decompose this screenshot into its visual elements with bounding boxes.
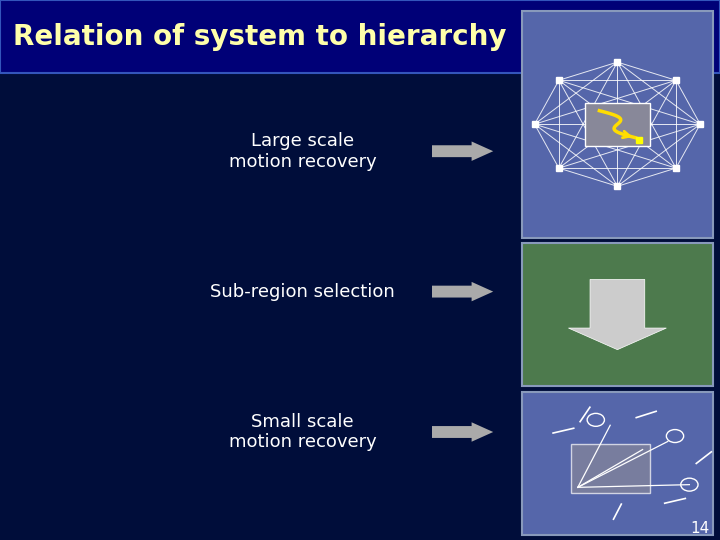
FancyBboxPatch shape [571,444,649,492]
Text: Large scale
motion recovery: Large scale motion recovery [228,132,377,171]
FancyBboxPatch shape [522,243,713,386]
FancyBboxPatch shape [522,11,713,238]
FancyBboxPatch shape [0,0,720,73]
FancyBboxPatch shape [522,392,713,535]
Text: Small scale
motion recovery: Small scale motion recovery [228,413,377,451]
FancyArrow shape [432,282,493,301]
Text: 14: 14 [690,521,709,536]
FancyArrow shape [432,141,493,161]
FancyBboxPatch shape [585,103,649,146]
Text: Sub-region selection: Sub-region selection [210,282,395,301]
Text: Relation of system to hierarchy: Relation of system to hierarchy [13,23,506,51]
Polygon shape [569,280,667,350]
FancyArrow shape [432,422,493,442]
